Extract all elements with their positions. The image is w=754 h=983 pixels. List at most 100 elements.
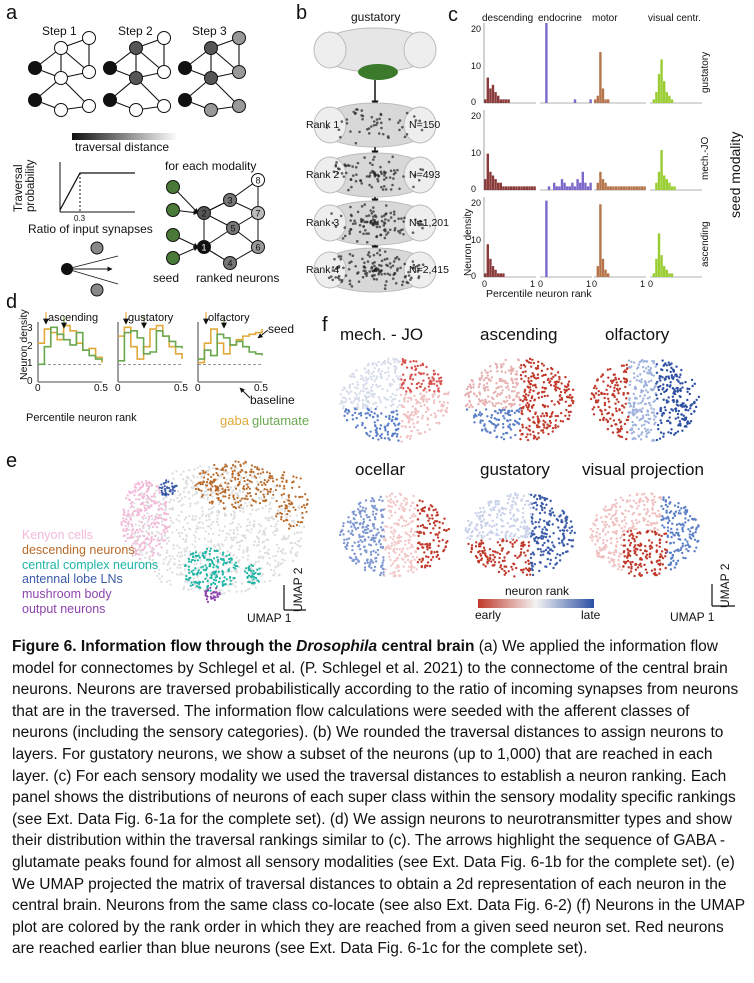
- umap-point: [400, 440, 402, 442]
- umap-point: [385, 568, 387, 570]
- umap-point: [675, 417, 677, 419]
- umap-point: [517, 382, 519, 384]
- umap-point: [601, 521, 603, 523]
- umap-point: [631, 561, 633, 563]
- umap-point: [530, 553, 532, 555]
- umap-point: [483, 547, 485, 549]
- umap-point: [438, 558, 440, 560]
- umap-point: [503, 417, 505, 419]
- umap-point: [607, 420, 609, 422]
- umap-point: [630, 542, 632, 544]
- umap-point: [676, 524, 678, 526]
- umap-point: [404, 525, 406, 527]
- umap-point: [574, 532, 576, 534]
- umap-point: [494, 506, 496, 508]
- umap-point: [626, 530, 628, 532]
- umap-point: [543, 550, 545, 552]
- umap-point: [425, 366, 427, 368]
- umap-point: [362, 399, 364, 401]
- umap-point: [469, 538, 471, 540]
- umap-point: [383, 530, 385, 532]
- umap-point: [478, 391, 480, 393]
- umap-point: [428, 547, 430, 549]
- umap-point: [569, 404, 571, 406]
- umap-point: [566, 516, 568, 518]
- umap-point: [663, 391, 665, 393]
- umap-point: [401, 525, 403, 527]
- umap-point: [653, 408, 655, 410]
- umap-point: [388, 418, 390, 420]
- umap-point: [407, 570, 409, 572]
- umap-point: [430, 552, 432, 554]
- umap-point: [689, 533, 691, 535]
- umap-point: [344, 387, 346, 389]
- umap-point: [369, 562, 371, 564]
- umap-point: [492, 507, 494, 509]
- umap-point: [424, 387, 426, 389]
- umap-point: [524, 554, 526, 556]
- umap-point: [656, 550, 658, 552]
- umap-point: [633, 361, 635, 363]
- umap-point: [435, 422, 437, 424]
- umap-point: [504, 412, 506, 414]
- umap-point: [534, 436, 536, 438]
- umap-point: [669, 501, 671, 503]
- umap-point: [521, 410, 523, 412]
- umap-point: [423, 526, 425, 528]
- umap-point: [590, 528, 592, 530]
- umap-point: [647, 520, 649, 522]
- umap-point: [664, 377, 666, 379]
- umap-point: [614, 402, 616, 404]
- umap-point: [564, 385, 566, 387]
- umap-point: [545, 536, 547, 538]
- umap-point: [375, 402, 377, 404]
- umap-point: [346, 390, 348, 392]
- umap-point: [672, 517, 674, 519]
- umap-point: [369, 530, 371, 532]
- umap-point: [509, 436, 511, 438]
- umap-point: [434, 508, 436, 510]
- umap-point: [490, 530, 492, 532]
- umap-point: [405, 503, 407, 505]
- umap-point: [516, 392, 518, 394]
- umap-point: [504, 536, 506, 538]
- umap-point: [509, 509, 511, 511]
- umap-point: [543, 426, 545, 428]
- umap-point: [392, 378, 394, 380]
- umap-point: [417, 509, 419, 511]
- umap-point: [392, 538, 394, 540]
- umap-point: [552, 567, 554, 569]
- umap-point: [483, 379, 485, 381]
- umap-point: [387, 371, 389, 373]
- umap-point: [643, 386, 645, 388]
- umap-point: [428, 507, 430, 509]
- umap-point: [680, 369, 682, 371]
- umap-point: [554, 424, 556, 426]
- umap-point: [347, 521, 349, 523]
- umap-point: [638, 521, 640, 523]
- umap-point: [678, 410, 680, 412]
- umap-point: [648, 402, 650, 404]
- umap-point: [362, 407, 364, 409]
- umap-point: [691, 385, 693, 387]
- umap-point: [508, 394, 510, 396]
- umap-point: [351, 530, 353, 532]
- umap-point: [405, 414, 407, 416]
- umap-point: [507, 551, 509, 553]
- umap-point: [522, 400, 524, 402]
- umap-point: [610, 542, 612, 544]
- umap-point: [681, 386, 683, 388]
- umap-point: [530, 362, 532, 364]
- umap-point: [673, 512, 675, 514]
- umap-point: [480, 400, 482, 402]
- umap-point: [512, 515, 514, 517]
- umap-point: [552, 430, 554, 432]
- umap-point: [351, 549, 353, 551]
- umap-point: [660, 368, 662, 370]
- umap-point: [400, 540, 402, 542]
- umap-point: [387, 398, 389, 400]
- umap-point: [533, 374, 535, 376]
- umap-point: [387, 367, 389, 369]
- umap-point: [618, 524, 620, 526]
- umap-point: [476, 514, 478, 516]
